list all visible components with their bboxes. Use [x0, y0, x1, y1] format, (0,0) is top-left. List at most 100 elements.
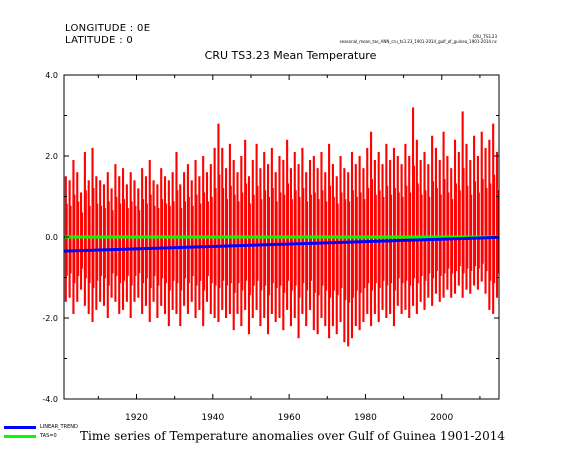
bar-negative: [183, 237, 186, 306]
bar-positive: [232, 160, 235, 237]
bar-negative: [163, 237, 167, 314]
bar-secondary: [375, 194, 377, 284]
bar-positive: [247, 176, 251, 237]
bar-secondary: [180, 208, 183, 291]
bar-secondary: [146, 203, 148, 279]
bar-positive: [492, 123, 495, 237]
bar-negative: [476, 237, 479, 290]
bar-negative: [141, 237, 144, 314]
bar-secondary: [428, 196, 431, 274]
bar-negative: [293, 237, 296, 318]
bar-positive: [389, 160, 392, 237]
bar-negative: [282, 237, 285, 331]
bar-secondary: [306, 201, 309, 291]
x-tick-label: 1980: [354, 413, 377, 423]
x-tick-label: 1960: [278, 413, 301, 423]
bar-positive: [221, 147, 224, 237]
bar-positive: [163, 176, 167, 237]
bar-positive: [251, 160, 254, 237]
bar-secondary: [150, 194, 152, 289]
bar-secondary: [341, 192, 343, 289]
bar-secondary: [486, 187, 488, 272]
bar-secondary: [432, 181, 435, 279]
bar-negative: [461, 237, 464, 298]
bar-negative: [308, 237, 312, 310]
bar-positive: [465, 143, 468, 237]
bar-secondary: [230, 185, 232, 284]
bar-positive: [64, 176, 67, 237]
bar-negative: [122, 237, 125, 310]
bar-negative: [370, 237, 373, 327]
bar-positive: [404, 143, 407, 237]
bar-secondary: [348, 201, 351, 303]
bar-negative: [148, 237, 151, 323]
bar-positive: [91, 147, 94, 237]
bar-negative: [412, 237, 415, 306]
bar-positive: [408, 156, 411, 237]
bar-negative: [427, 237, 430, 298]
bar-negative: [305, 237, 308, 327]
bar-negative: [347, 237, 350, 347]
bar-secondary: [352, 190, 354, 298]
bar-negative: [228, 237, 231, 314]
bar-positive: [202, 156, 205, 237]
bar-negative: [389, 237, 392, 314]
bar-secondary: [493, 174, 496, 284]
bar-positive: [160, 168, 163, 237]
bar-secondary: [463, 167, 465, 274]
bar-negative: [320, 237, 323, 318]
bar-negative: [473, 237, 476, 286]
bar-secondary: [104, 208, 106, 279]
bar-secondary: [211, 196, 213, 284]
bar-positive: [225, 168, 228, 237]
bar-secondary: [207, 201, 209, 276]
bar-secondary: [165, 203, 167, 284]
bar-positive: [312, 156, 315, 237]
bar-positive: [194, 160, 197, 237]
bar-secondary: [383, 196, 385, 281]
bar-secondary: [364, 199, 366, 289]
bar-negative: [171, 237, 174, 310]
bar-negative: [267, 237, 270, 335]
bar-positive: [213, 147, 216, 237]
bar-positive: [316, 168, 319, 237]
bar-secondary: [161, 199, 164, 279]
bar-positive: [110, 188, 113, 237]
bar-positive: [76, 172, 79, 237]
bar-positive: [328, 143, 331, 237]
bar-secondary: [154, 205, 156, 276]
bar-negative: [385, 237, 388, 318]
bar-positive: [186, 164, 189, 237]
legend-label-tas-zero: TAS=0: [40, 433, 57, 439]
bar-negative: [125, 237, 128, 302]
bar-negative: [469, 237, 472, 294]
bar-positive: [293, 151, 296, 237]
legend-item-tas-zero: TAS=0: [4, 433, 57, 439]
bar-negative: [442, 237, 445, 298]
bar-negative: [259, 237, 262, 327]
bar-negative: [354, 237, 357, 327]
bar-negative: [312, 237, 315, 331]
bar-negative: [76, 237, 79, 302]
bar-negative: [289, 237, 292, 327]
file-note-line: CRU_TS3.23: [472, 34, 497, 39]
bar-positive: [469, 160, 472, 237]
bar-negative: [362, 237, 365, 323]
bar-negative: [278, 237, 281, 318]
bar-positive: [171, 172, 174, 237]
bar-positive: [106, 172, 109, 237]
bar-negative: [335, 237, 338, 335]
bar-secondary: [100, 205, 103, 276]
bar-secondary: [474, 181, 477, 267]
bar-secondary: [226, 199, 229, 286]
lines-layer: [63, 235, 500, 253]
bar-positive: [335, 176, 338, 237]
bar-positive: [446, 156, 449, 237]
bar-positive: [80, 192, 83, 237]
bar-negative: [240, 237, 243, 327]
bar-positive: [480, 131, 483, 237]
bar-positive: [343, 168, 346, 237]
bar-positive: [495, 151, 499, 237]
axes-layer: -4.0 -2.0 0.0 2.0 4.0 1920 1940 1960 1980 2000: [42, 71, 500, 423]
bar-negative: [225, 237, 228, 318]
